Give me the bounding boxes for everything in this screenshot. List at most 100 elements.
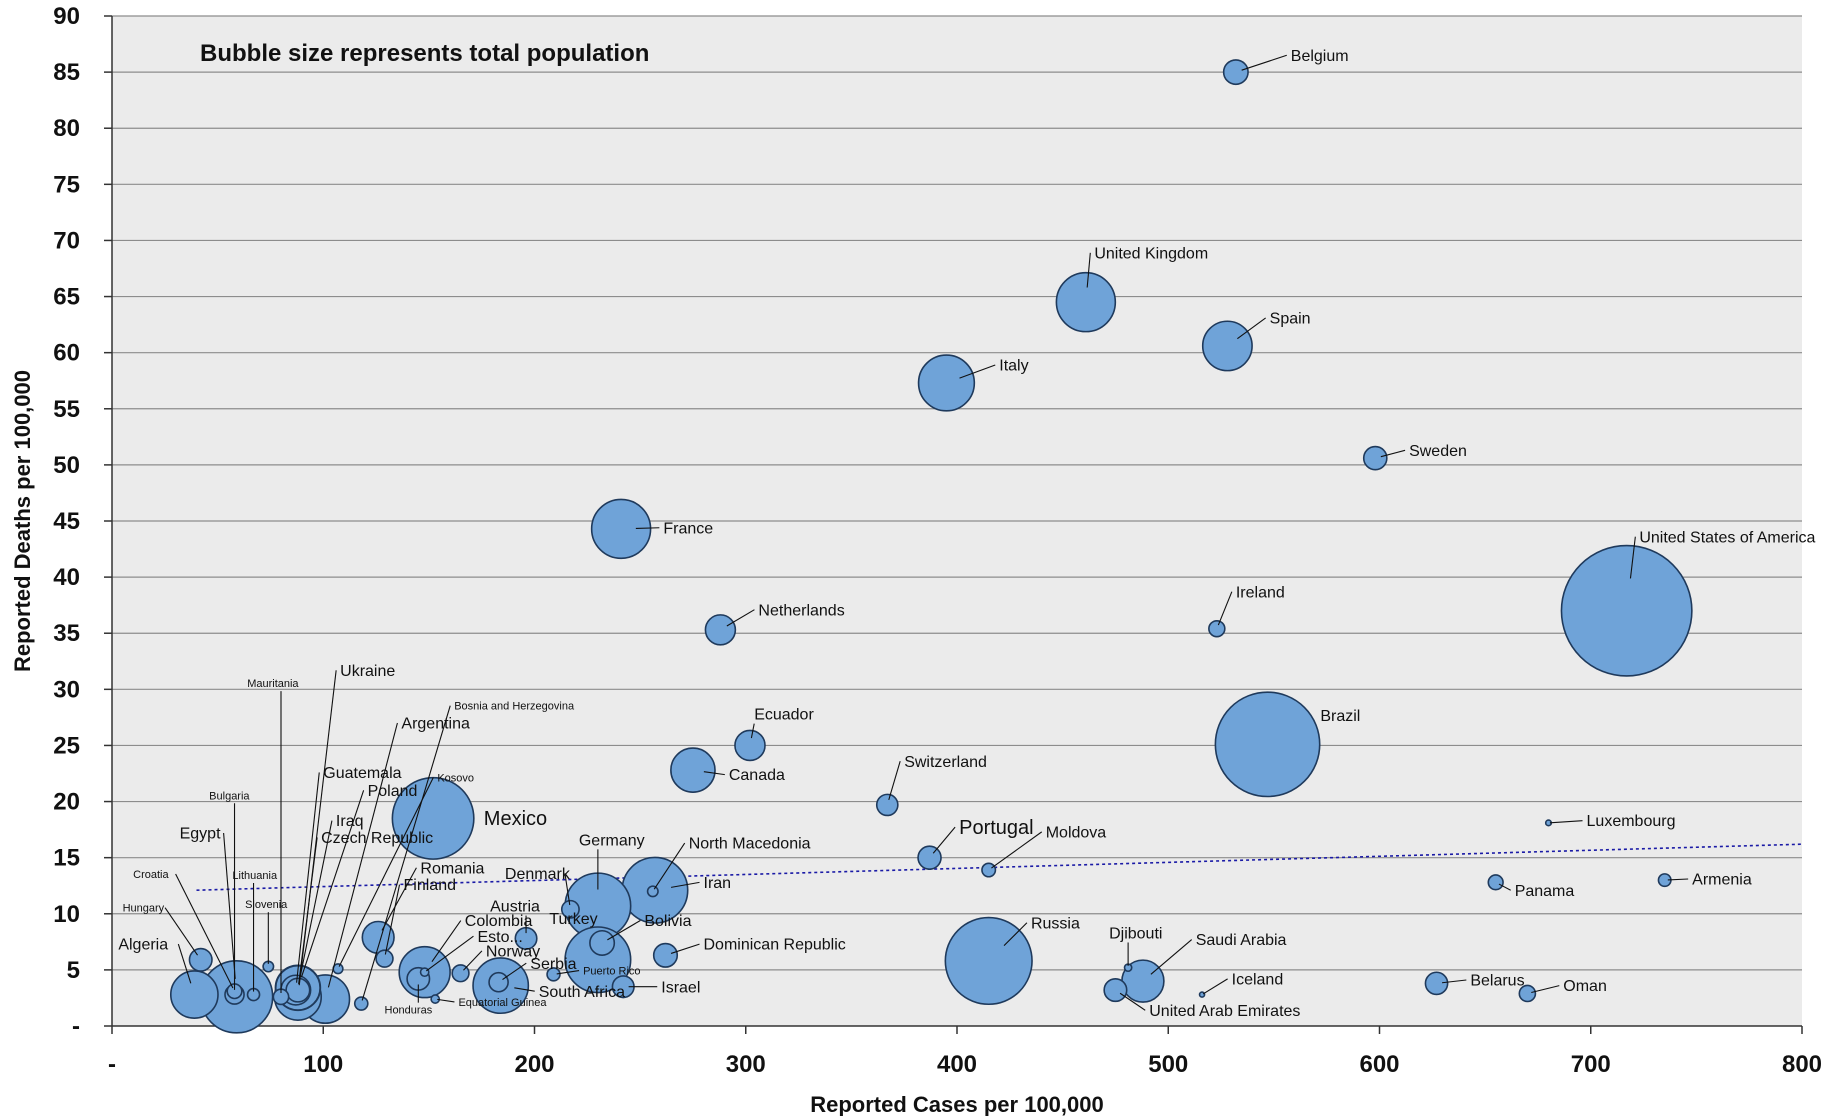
label-hungary: Hungary (123, 903, 165, 915)
bubble-france (590, 498, 652, 560)
leader-spain (1237, 317, 1266, 340)
label-italy: Italy (999, 358, 1028, 375)
label-united-states-of-america: United States of America (1639, 529, 1815, 546)
label-united-kingdom: United Kingdom (1094, 245, 1208, 262)
label-finland: Finland (404, 877, 456, 894)
y-tick-label: 50 (53, 452, 80, 479)
bubble-north-macedonia (646, 885, 659, 898)
label-algeria: Algeria (118, 937, 168, 954)
leader-united-arab-emirates (1119, 992, 1146, 1011)
y-tick-label: 75 (53, 171, 80, 198)
leader-iraq (299, 820, 333, 977)
bubble-oman (1518, 984, 1537, 1003)
bubble-hungary (188, 947, 213, 972)
y-tick-label: 45 (53, 508, 80, 535)
bubble-equatorial-guinea (430, 994, 441, 1004)
leader-panama (1498, 883, 1511, 891)
leader-lines (164, 54, 1689, 1011)
label-spain: Spain (1270, 310, 1311, 327)
bubble-united-arab-emirates (1103, 978, 1128, 1003)
x-tick-label: 400 (937, 1051, 977, 1078)
bubble-dominican-republic (652, 942, 679, 968)
bubble-finland (375, 949, 394, 968)
bubbles (169, 59, 1693, 1034)
leader-norway (463, 950, 483, 971)
leader-bosnia-and-herzegovina (361, 705, 451, 1001)
label-austria: Austria (490, 899, 540, 916)
label-germany: Germany (579, 832, 645, 849)
label-serbia: Serbia (530, 956, 576, 973)
label-netherlands: Netherlands (758, 602, 844, 619)
label-guatemala: Guatemala (323, 765, 401, 782)
label-croatia: Croatia (133, 869, 169, 881)
bubble-denmark (560, 899, 580, 919)
leader-egypt (223, 832, 236, 979)
y-tick-label: 25 (53, 732, 80, 759)
y-tick-label: 55 (53, 396, 80, 423)
x-tick-label: 700 (1571, 1051, 1611, 1078)
x-tick-label: 300 (726, 1051, 766, 1078)
x-tick-label: 600 (1359, 1051, 1399, 1078)
label-south-africa: South Africa (539, 984, 625, 1001)
leader-colombia (431, 920, 462, 963)
leader-bolivia (607, 920, 641, 941)
leader-puerto-rico (556, 969, 580, 975)
leader-estonia (425, 935, 474, 972)
leader-hungary (164, 907, 198, 956)
label-belarus: Belarus (1470, 973, 1524, 990)
trendline (196, 843, 1803, 892)
leader-ecuador (750, 723, 755, 739)
y-tick-labels: - 5 10 15 20 25 30 35 40 45 50 55 60 65 70 75 80 85 90 (53, 3, 112, 1040)
y-tick-label: 5 (67, 957, 80, 984)
leader-belgium (1241, 54, 1287, 71)
bubble-moldova (981, 862, 997, 878)
label-armenia: Armenia (1692, 872, 1752, 889)
label-iraq: Iraq (336, 813, 364, 830)
bubble-canada (670, 747, 716, 794)
point-labels: Belgium United Kingdom Spain Italy Sweden Fra… (118, 48, 1815, 1020)
bubble-italy (917, 354, 976, 412)
label-ireland: Ireland (1236, 584, 1285, 601)
leader-south-africa (514, 987, 535, 992)
label-kosovo: Kosovo (437, 772, 474, 784)
bubble-portugal (917, 845, 942, 870)
label-turkey: Turkey (549, 911, 597, 928)
label-poland: Poland (368, 783, 418, 800)
x-tick-label: 200 (514, 1051, 554, 1078)
bubble-belarus (1424, 971, 1449, 996)
label-panama: Panama (1515, 883, 1575, 900)
y-tick-label: 85 (53, 59, 80, 86)
leader-croatia (175, 873, 234, 989)
bubble-puerto-rico (546, 967, 561, 982)
leader-ukraine (298, 670, 337, 986)
leader-finland (384, 884, 401, 955)
leader-netherlands (726, 609, 755, 627)
label-dominican-republic: Dominican Republic (704, 937, 846, 954)
bubble-bosnia-and-herzegovina (353, 996, 369, 1011)
leader-argentina (327, 722, 398, 988)
y-tick-label: 60 (53, 340, 80, 367)
label-moldova: Moldova (1046, 824, 1107, 841)
leader-ireland (1217, 591, 1233, 626)
leader-portugal (932, 826, 956, 854)
leader-oman (1531, 985, 1560, 994)
label-mauritania: Mauritania (247, 678, 299, 690)
leader-russia (1003, 922, 1028, 946)
y-tick-label: 10 (53, 901, 80, 928)
leader-denmark (564, 873, 571, 906)
bubble-sweden (1362, 445, 1388, 471)
label-oman: Oman (1563, 978, 1607, 995)
label-luxembourg: Luxembourg (1587, 813, 1676, 830)
label-canada: Canada (729, 767, 785, 784)
leader-switzerland (888, 761, 901, 801)
leader-united-states-of-america (1629, 536, 1636, 579)
leader-france (635, 527, 660, 529)
leader-poland (300, 790, 365, 978)
label-iran: Iran (704, 875, 732, 892)
leader-iceland (1202, 978, 1228, 995)
y-tick-label: 40 (53, 564, 80, 591)
label-saudi-arabia: Saudi Arabia (1196, 932, 1287, 949)
label-iceland: Iceland (1232, 971, 1284, 988)
label-ukraine: Ukraine (340, 663, 395, 680)
